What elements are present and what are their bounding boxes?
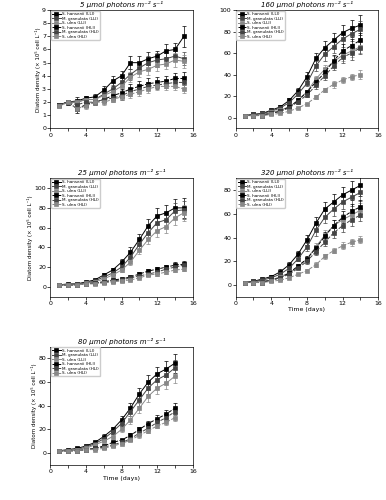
Text: (B): (B) bbox=[54, 180, 69, 190]
Legend: S. hansenii (LLI), M. granulata (LLI), S. ulna (LLI), S. hansenii (HLI), M. gran: S. hansenii (LLI), M. granulata (LLI), S… bbox=[51, 348, 100, 376]
Legend: S. hansenii (LLI), M. granulata (LLI), S. ulna (LLI), S. hansenii (HLI), M. gran: S. hansenii (LLI), M. granulata (LLI), S… bbox=[51, 11, 100, 40]
Text: (C): (C) bbox=[54, 349, 68, 358]
Legend: S. hansenii (LLI), M. granulata (LLI), S. ulna (LLI), S. hansenii (HLI), M. gran: S. hansenii (LLI), M. granulata (LLI), S… bbox=[237, 11, 285, 40]
Legend: S. hansenii (LLI), M. granulata (LLI), S. ulna (LLI), S. hansenii (HLI), M. gran: S. hansenii (LLI), M. granulata (LLI), S… bbox=[237, 179, 285, 208]
Y-axis label: Diatom density (× 10⁵ cell L⁻¹): Diatom density (× 10⁵ cell L⁻¹) bbox=[27, 195, 33, 280]
Title: 25 μmol photons m⁻² s⁻¹: 25 μmol photons m⁻² s⁻¹ bbox=[78, 170, 165, 176]
Text: (E): (E) bbox=[240, 180, 253, 190]
Text: (D): (D) bbox=[240, 12, 255, 22]
Y-axis label: Diatom density (× 10⁵ cell L⁻¹): Diatom density (× 10⁵ cell L⁻¹) bbox=[31, 364, 37, 448]
Legend: S. hansenii (LLI), M. granulata (LLI), S. ulna (LLI), S. hansenii (HLI), M. gran: S. hansenii (LLI), M. granulata (LLI), S… bbox=[51, 179, 100, 208]
X-axis label: Time (days): Time (days) bbox=[103, 476, 140, 480]
X-axis label: Time (days): Time (days) bbox=[288, 308, 325, 312]
Text: (A): (A) bbox=[54, 12, 69, 22]
Y-axis label: Diatom density (× 10⁵ cell L⁻¹): Diatom density (× 10⁵ cell L⁻¹) bbox=[35, 27, 41, 112]
Title: 320 μmol photons m⁻² s⁻¹: 320 μmol photons m⁻² s⁻¹ bbox=[261, 170, 353, 176]
Title: 160 μmol photons m⁻² s⁻¹: 160 μmol photons m⁻² s⁻¹ bbox=[261, 1, 353, 8]
Title: 5 μmol photons m⁻² s⁻¹: 5 μmol photons m⁻² s⁻¹ bbox=[80, 1, 163, 8]
Title: 80 μmol photons m⁻² s⁻¹: 80 μmol photons m⁻² s⁻¹ bbox=[78, 338, 165, 344]
